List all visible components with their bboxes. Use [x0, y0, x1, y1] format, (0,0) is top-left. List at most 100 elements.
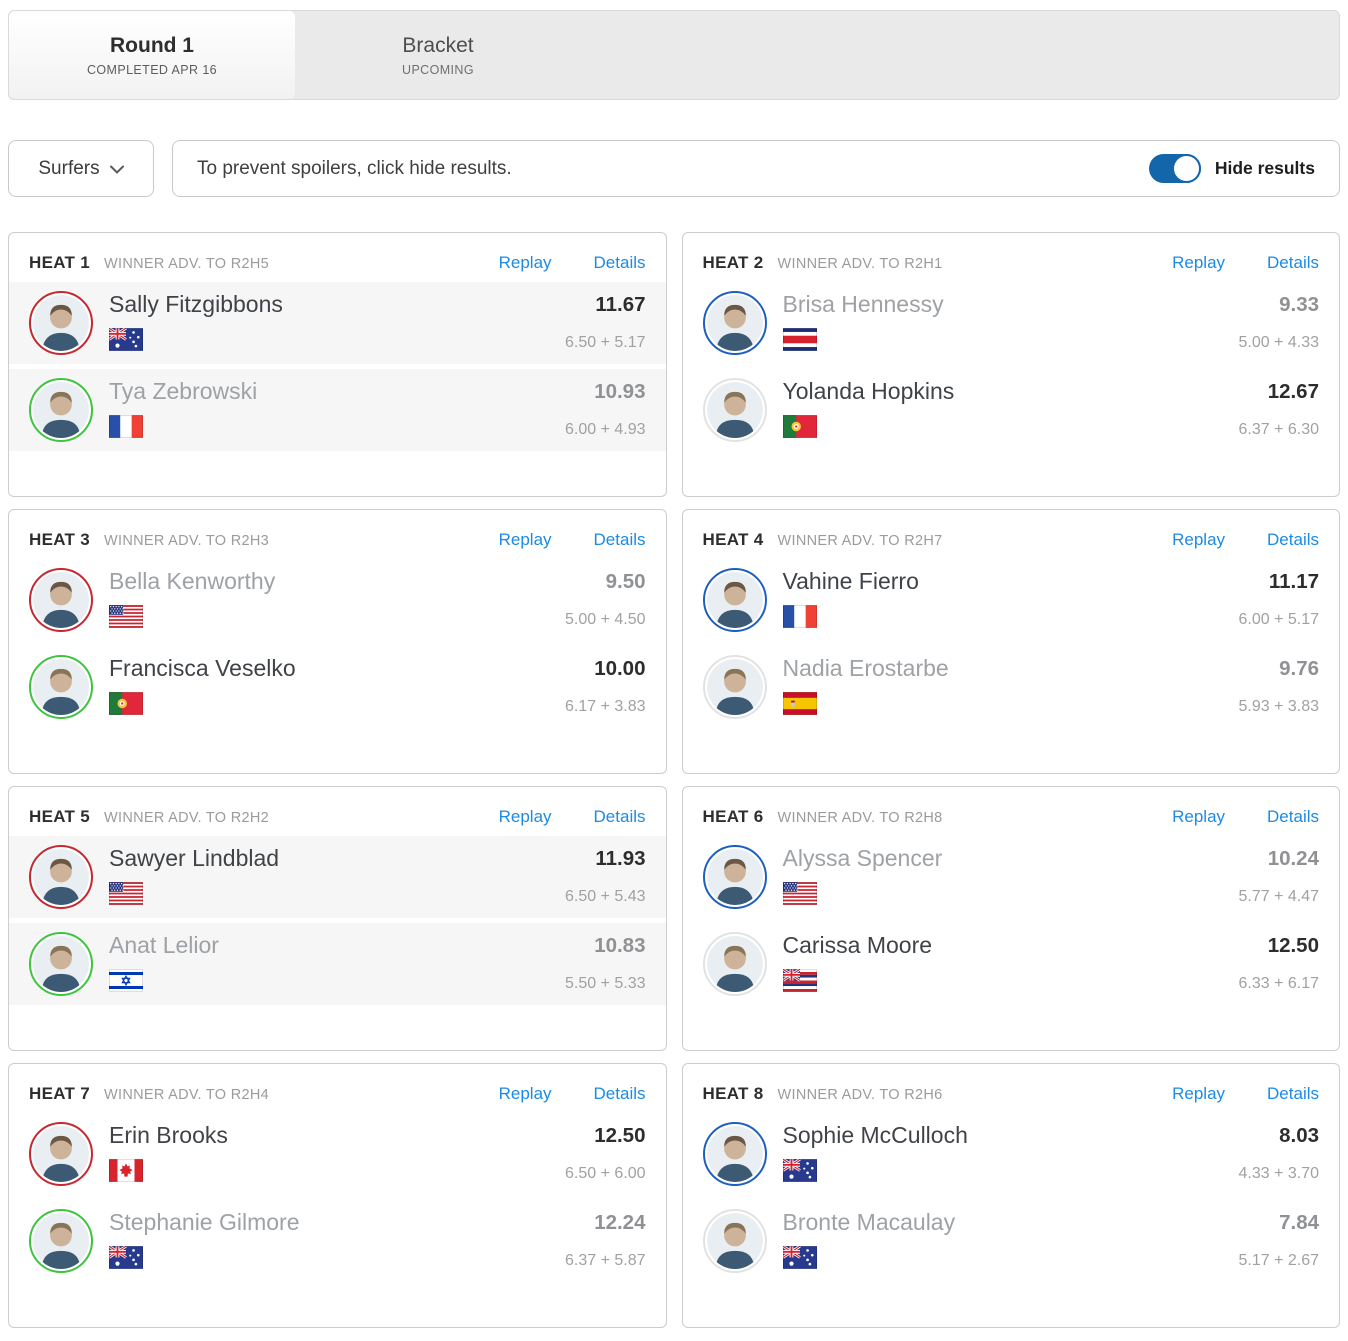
- chevron-down-icon: [109, 158, 124, 180]
- surfer-row: Erin Brooks 12.50 6.50 + 6.00: [9, 1113, 666, 1195]
- surfer-info: Stephanie Gilmore: [109, 1209, 300, 1270]
- surfer-total-score: 11.67: [595, 293, 646, 316]
- details-link[interactable]: Details: [1267, 253, 1319, 272]
- surfer-row: Sally Fitzgibbons 11.67 6.50 + 5.17: [9, 282, 666, 364]
- surfer-info: Yolanda Hopkins: [782, 378, 954, 439]
- hide-results-control: Hide results: [1148, 154, 1315, 183]
- heat-title: HEAT 3: [29, 530, 90, 549]
- surfer-total-score: 8.03: [1279, 1124, 1319, 1147]
- surfer-name: Stephanie Gilmore: [109, 1209, 300, 1235]
- details-link[interactable]: Details: [593, 253, 646, 272]
- surfer-info: Alyssa Spencer: [782, 845, 942, 906]
- heat-advance-label: WINNER ADV. TO R2H6: [777, 1087, 943, 1103]
- heat-title: HEAT 4: [702, 530, 764, 549]
- surfer-info: Anat Lelior: [109, 932, 219, 993]
- usa-flag-icon: [109, 882, 143, 906]
- replay-link[interactable]: Replay: [1172, 253, 1226, 272]
- surfer-name: Sally Fitzgibbons: [109, 291, 283, 317]
- surfer-row: Francisca Veselko 10.00 6.17 + 3.83: [9, 646, 666, 728]
- heat-card-4: HEAT 4 WINNER ADV. TO R2H7 Replay Detail…: [681, 509, 1340, 774]
- surfer-avatar: [29, 932, 93, 996]
- heat-card-2: HEAT 2 WINNER ADV. TO R2H1 Replay Detail…: [681, 232, 1340, 497]
- heat-header: HEAT 2 WINNER ADV. TO R2H1 Replay Detail…: [683, 233, 1340, 277]
- hide-results-toggle[interactable]: [1148, 154, 1201, 183]
- details-link[interactable]: Details: [1267, 530, 1319, 549]
- surfer-total-score: 12.50: [1267, 934, 1319, 957]
- tab-round-1[interactable]: Round 1 COMPLETED APR 16: [9, 11, 295, 99]
- replay-link[interactable]: Replay: [1172, 1084, 1226, 1103]
- surfer-score-breakdown: 5.17 + 2.67: [1238, 1252, 1319, 1269]
- isr-flag-icon: [109, 969, 143, 993]
- surfer-scores: 11.17 6.00 + 5.17: [1238, 568, 1319, 629]
- toggle-knob: [1171, 154, 1201, 183]
- surfer-scores: 10.24 5.77 + 4.47: [1238, 845, 1319, 906]
- surfer-name: Francisca Veselko: [109, 655, 296, 681]
- surfer-name: Erin Brooks: [109, 1122, 228, 1148]
- surfer-avatar: [702, 655, 767, 719]
- surfer-scores: 10.83 5.50 + 5.33: [565, 932, 646, 993]
- heat-header: HEAT 1 WINNER ADV. TO R2H5 Replay Detail…: [9, 233, 666, 277]
- heat-title: HEAT 5: [29, 807, 90, 826]
- surfer-score-breakdown: 6.37 + 6.30: [1238, 421, 1319, 438]
- tab-bracket-label: Bracket: [402, 33, 474, 57]
- surfer-row: Carissa Moore 12.50 6.33 + 6.17: [683, 923, 1340, 1005]
- tab-round-1-status: COMPLETED APR 16: [86, 62, 218, 77]
- tab-bracket[interactable]: Bracket UPCOMING: [295, 11, 581, 99]
- surfer-avatar: [702, 1122, 767, 1186]
- details-link[interactable]: Details: [1267, 807, 1319, 826]
- surfer-score-breakdown: 6.37 + 5.87: [564, 1252, 646, 1269]
- heat-card-3: HEAT 3 WINNER ADV. TO R2H3 Replay Detail…: [8, 509, 667, 774]
- surfer-scores: 11.67 6.50 + 5.17: [565, 291, 646, 352]
- replay-link[interactable]: Replay: [498, 530, 552, 549]
- round-tabbar: Round 1 COMPLETED APR 16 Bracket UPCOMIN…: [8, 10, 1340, 100]
- surfer-info: Francisca Veselko: [109, 655, 296, 716]
- heat-advance-label: WINNER ADV. TO R2H5: [104, 256, 269, 272]
- surfer-name: Tya Zebrowski: [109, 378, 258, 404]
- surfer-scores: 11.93 6.50 + 5.43: [565, 845, 646, 906]
- surfer-avatar: [702, 378, 767, 442]
- heat-header: HEAT 8 WINNER ADV. TO R2H6 Replay Detail…: [683, 1064, 1340, 1108]
- surfer-name: Carissa Moore: [782, 932, 933, 958]
- replay-link[interactable]: Replay: [1172, 807, 1226, 826]
- surfer-score-breakdown: 6.33 + 6.17: [1238, 975, 1319, 992]
- replay-link[interactable]: Replay: [498, 253, 552, 272]
- surfer-total-score: 7.84: [1279, 1211, 1319, 1234]
- replay-link[interactable]: Replay: [498, 807, 552, 826]
- heat-title: HEAT 7: [29, 1084, 90, 1103]
- surfer-row: Stephanie Gilmore 12.24 6.37 + 5.87: [9, 1200, 666, 1282]
- details-link[interactable]: Details: [593, 530, 646, 549]
- heat-card-1: HEAT 1 WINNER ADV. TO R2H5 Replay Detail…: [8, 232, 667, 497]
- usa-flag-icon: [782, 882, 817, 906]
- surfer-total-score: 12.50: [594, 1124, 646, 1147]
- details-link[interactable]: Details: [593, 807, 646, 826]
- surfer-score-breakdown: 4.33 + 3.70: [1238, 1165, 1319, 1182]
- surfer-info: Sophie McCulloch: [782, 1122, 968, 1183]
- surfer-info: Bella Kenworthy: [109, 568, 275, 629]
- surfers-dropdown[interactable]: Surfers: [8, 140, 154, 197]
- surfers-dropdown-label: Surfers: [38, 157, 100, 179]
- heat-advance-label: WINNER ADV. TO R2H7: [777, 533, 943, 549]
- replay-link[interactable]: Replay: [498, 1084, 552, 1103]
- surfer-scores: 12.67 6.37 + 6.30: [1238, 378, 1319, 439]
- filter-bar: Surfers To prevent spoilers, click hide …: [8, 140, 1340, 197]
- crc-flag-icon: [782, 328, 817, 352]
- replay-link[interactable]: Replay: [1172, 530, 1226, 549]
- surfer-scores: 12.24 6.37 + 5.87: [565, 1209, 646, 1270]
- heat-title: HEAT 2: [702, 253, 764, 272]
- surfer-score-breakdown: 6.17 + 3.83: [564, 698, 646, 715]
- surfer-name: Brisa Hennessy: [782, 291, 944, 317]
- surfer-info: Tya Zebrowski: [109, 378, 258, 439]
- por-flag-icon: [782, 415, 817, 439]
- aus-flag-icon: [782, 1159, 817, 1183]
- por-flag-icon: [109, 692, 143, 716]
- usa-flag-icon: [109, 605, 143, 629]
- surfer-score-breakdown: 5.00 + 4.50: [564, 611, 646, 628]
- surfer-total-score: 12.67: [1267, 380, 1319, 403]
- surfer-avatar: [29, 291, 93, 355]
- details-link[interactable]: Details: [593, 1084, 646, 1103]
- surfer-info: Bronte Macaulay: [782, 1209, 955, 1270]
- spoiler-banner: To prevent spoilers, click hide results.…: [172, 140, 1340, 197]
- details-link[interactable]: Details: [1267, 1084, 1319, 1103]
- surfer-scores: 9.50 5.00 + 4.50: [565, 568, 646, 629]
- surfer-total-score: 9.33: [1279, 293, 1319, 316]
